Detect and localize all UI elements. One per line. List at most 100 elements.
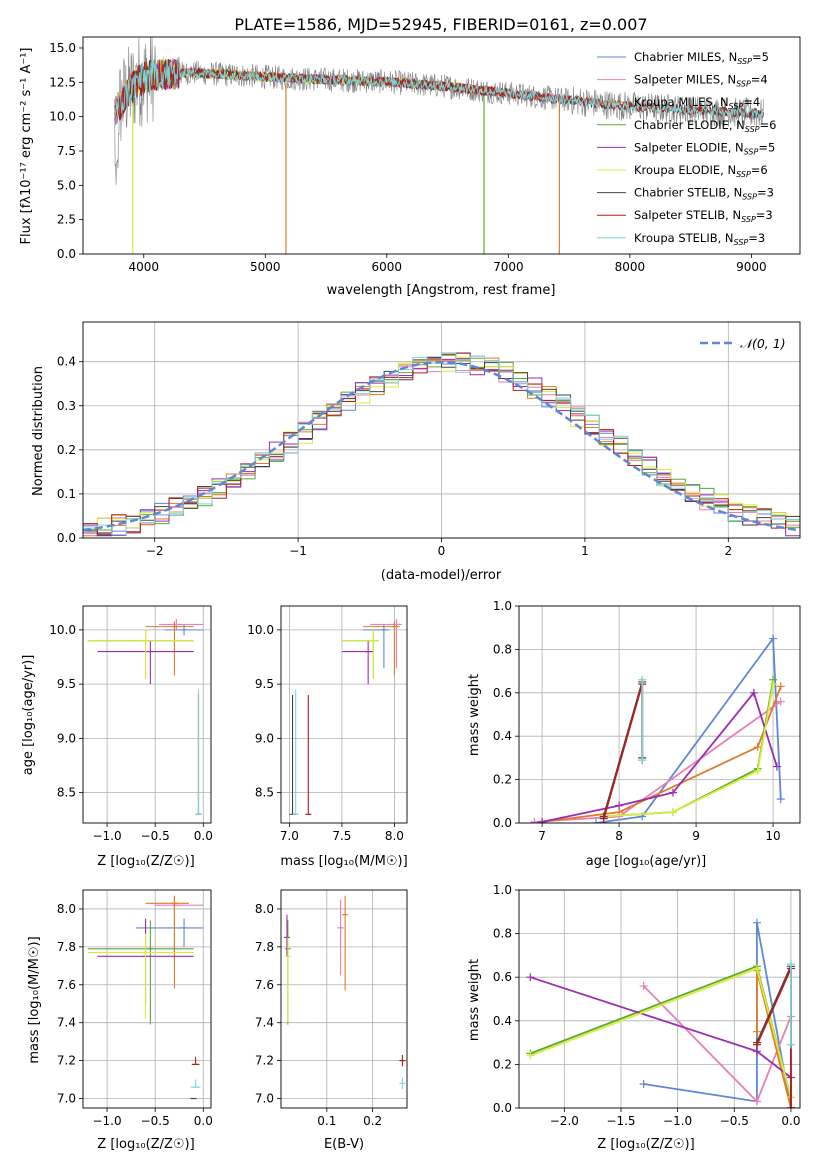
axes-frame bbox=[82, 889, 212, 1109]
errorbar-point bbox=[362, 621, 400, 676]
y-tick-label: 0.4 bbox=[493, 729, 512, 743]
spectrum-ylabel: Flux [fλ10⁻¹⁷ erg cm⁻² s⁻¹ A⁻¹] bbox=[19, 48, 34, 245]
histogram-panel: −2 −1 0 1 2 0.0 0.1 0.2 0.3 0.4 (data-model)/erro… bbox=[31, 321, 801, 583]
normal-reference-curve bbox=[83, 360, 800, 532]
mass-weight-marker bbox=[753, 766, 762, 775]
axes-frame bbox=[82, 321, 801, 539]
mass-weight-marker bbox=[752, 964, 761, 973]
x-tick-label: −1.5 bbox=[606, 1114, 635, 1128]
mass-vs-metallicity-xlabel: Z [log₁₀(Z/Z☉)] bbox=[97, 1137, 194, 1152]
x-tick-label: 9000 bbox=[736, 260, 767, 274]
legend-label-main: Chabrier STELIB, N bbox=[634, 186, 742, 200]
mass-weight-marker bbox=[668, 808, 677, 817]
errorbar-point bbox=[283, 914, 290, 957]
legend-entry-label: Salpeter STELIB, NSSP=3 bbox=[634, 208, 773, 224]
errorbar-point bbox=[284, 937, 291, 1023]
y-tick-label: 7.6 bbox=[255, 978, 274, 992]
x-tick-label: −0.5 bbox=[141, 829, 170, 843]
histogram-plot-area: −2 −1 0 1 2 0.0 0.1 0.2 0.3 0.4 bbox=[57, 321, 801, 558]
mass-weight-vs-age-ylabel: mass weight bbox=[467, 674, 482, 756]
errorbar-point bbox=[399, 1077, 406, 1090]
mass-weight-vs-age-panel: 7 8 9 10 0.0 0.2 0.4 0.6 0.8 1.0 age [log₁₀(age/y… bbox=[467, 599, 801, 869]
mass-weight-marker bbox=[638, 756, 647, 765]
axes-frame bbox=[518, 889, 801, 1109]
age-vs-mass-panel: 7.0 7.5 8.0 8.5 9.0 9.5 10.0 mass [log₁₀(M/M☉)… bbox=[247, 605, 408, 869]
x-tick-label: 7.5 bbox=[332, 829, 351, 843]
data-layer bbox=[530, 634, 785, 823]
y-tick-label: 0.6 bbox=[493, 970, 512, 984]
x-tick-label: 10 bbox=[765, 829, 780, 843]
y-tick-label: 0.4 bbox=[57, 355, 76, 369]
x-tick-label: −1.0 bbox=[92, 1114, 121, 1128]
x-tick-label: 6000 bbox=[372, 260, 403, 274]
y-tick-label: 0.0 bbox=[493, 1101, 512, 1115]
axis-ticks: 4000 5000 6000 7000 8000 9000 0.0 2.5 5.0 7.5 10.0… bbox=[49, 41, 766, 274]
x-tick-label: −0.5 bbox=[141, 1114, 170, 1128]
y-tick-label: 0.2 bbox=[493, 1057, 512, 1071]
mass-weight-line bbox=[529, 967, 792, 1098]
legend-entry-label: Kroupa ELODIE, NSSP=6 bbox=[634, 163, 768, 179]
y-tick-label: 8.0 bbox=[57, 902, 76, 916]
y-tick-label: 7.4 bbox=[57, 1016, 76, 1030]
spectrum-title: PLATE=1586, MJD=52945, FIBERID=0161, z=0… bbox=[234, 15, 647, 34]
x-tick-label: −0.5 bbox=[720, 1114, 749, 1128]
spectrum-plot-area: 4000 5000 6000 7000 8000 9000 0.0 2.5 5.0 7.5 10.0… bbox=[49, 36, 801, 274]
age-vs-mass-plot-area: 7.0 7.5 8.0 8.5 9.0 9.5 10.0 bbox=[247, 605, 408, 843]
legend-entry-label: Kroupa MILES, NSSP=4 bbox=[634, 95, 760, 111]
x-tick-label: 4000 bbox=[128, 260, 159, 274]
y-tick-label: 10.0 bbox=[49, 623, 76, 637]
legend-label-tail: =4 bbox=[743, 95, 760, 109]
x-tick-label: −2 bbox=[146, 544, 164, 558]
data-layer bbox=[114, 37, 764, 254]
grid-lines bbox=[281, 890, 407, 1108]
legend-label-subscript: SSP bbox=[736, 170, 751, 179]
errorbar-point bbox=[191, 1056, 200, 1065]
y-tick-label: 9.5 bbox=[57, 677, 76, 691]
errorbar-point bbox=[87, 920, 194, 1025]
x-tick-label: −1 bbox=[289, 544, 307, 558]
mass-weight-line bbox=[534, 700, 782, 823]
errorbar-point bbox=[195, 689, 202, 815]
y-tick-label: 0.6 bbox=[493, 686, 512, 700]
x-tick-label: 0.0 bbox=[194, 829, 213, 843]
legend-entry-label: Salpeter ELODIE, NSSP=5 bbox=[634, 140, 775, 156]
mass-weight-marker bbox=[752, 1027, 761, 1036]
errorbar-point bbox=[87, 629, 194, 679]
errorbar-point bbox=[155, 895, 204, 953]
x-tick-label: 8 bbox=[615, 829, 623, 843]
legend-label-main: Salpeter MILES, N bbox=[634, 73, 736, 87]
legend-label-main: Chabrier MILES, N bbox=[634, 50, 737, 64]
y-tick-label: 0.4 bbox=[493, 1014, 512, 1028]
mass-vs-metallicity-ylabel: mass [log₁₀(M/M☉)] bbox=[27, 936, 42, 1063]
errorbar-point bbox=[145, 621, 194, 676]
mass-vs-ebv-plot-area: 0.1 0.2 7.0 7.2 7.4 7.6 7.8 8.0 bbox=[255, 889, 408, 1128]
legend-label-subscript: SSP bbox=[737, 57, 752, 66]
mass-weight-line bbox=[530, 976, 792, 1108]
age-vs-metallicity-ylabel: age [log₁₀(age/yr)] bbox=[21, 655, 36, 776]
y-tick-label: 7.8 bbox=[57, 940, 76, 954]
y-tick-label: 7.5 bbox=[57, 144, 76, 158]
legend-label-subscript: SSP bbox=[745, 125, 760, 134]
y-tick-label: 9.5 bbox=[255, 677, 274, 691]
y-tick-label: 9.0 bbox=[57, 731, 76, 745]
y-tick-label: 0.8 bbox=[493, 927, 512, 941]
spectrum-xlabel: wavelength [Angstrom, rest frame] bbox=[327, 283, 556, 298]
x-tick-label: 0 bbox=[438, 544, 446, 558]
mass-weight-line bbox=[541, 690, 778, 823]
y-tick-label: 12.5 bbox=[49, 75, 76, 89]
legend-label-subscript: SSP bbox=[742, 193, 757, 202]
y-tick-label: 7.4 bbox=[255, 1016, 274, 1030]
legend-label-main: Kroupa ELODIE, N bbox=[634, 163, 736, 177]
errorbar-point bbox=[362, 624, 390, 668]
mass-weight-vs-age-xlabel: age [log₁₀(age/yr)] bbox=[586, 854, 707, 869]
model-spectrum-line bbox=[114, 56, 764, 119]
y-tick-label: 7.8 bbox=[255, 940, 274, 954]
legend-entry-label: Chabrier MILES, NSSP=5 bbox=[634, 50, 769, 66]
errorbar-point bbox=[341, 640, 374, 685]
axes-frame bbox=[280, 605, 408, 824]
mass-vs-ebv-panel: 0.1 0.2 7.0 7.2 7.4 7.6 7.8 8.0 E(B-V) bbox=[255, 889, 408, 1152]
legend-entry-label: Chabrier STELIB, NSSP=3 bbox=[634, 186, 774, 202]
y-tick-label: 0.0 bbox=[57, 247, 76, 261]
mass-weight-marker bbox=[776, 795, 785, 804]
